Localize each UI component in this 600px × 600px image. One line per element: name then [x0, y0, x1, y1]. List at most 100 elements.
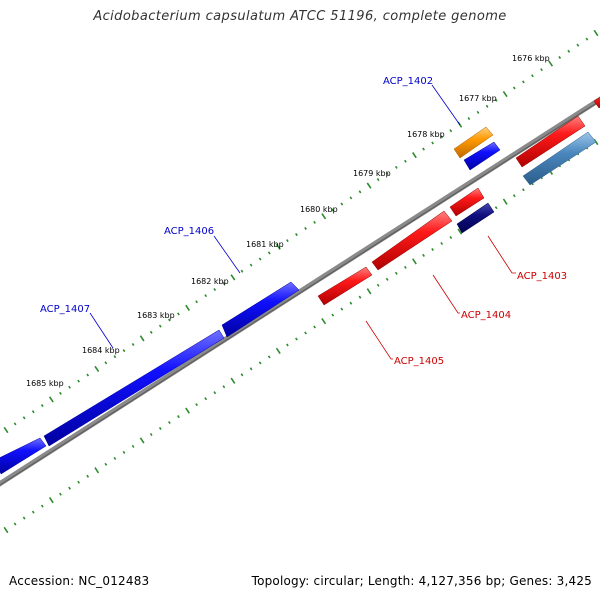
gene-red-edge-shape[interactable] — [593, 94, 600, 109]
minor-tick — [158, 426, 162, 431]
minor-tick — [104, 361, 108, 365]
minor-tick — [59, 391, 62, 395]
gene-ACP_1406-lower-shape[interactable] — [43, 329, 225, 447]
major-tick — [48, 497, 54, 504]
minor-tick — [249, 263, 253, 267]
gene-label-ACP_1402[interactable]: ACP_1402 — [383, 76, 433, 87]
minor-tick — [376, 283, 380, 287]
gene-label-ACP_1404[interactable]: ACP_1404 — [461, 310, 511, 321]
major-tick — [94, 365, 100, 373]
ruler-label: 1678 kbp — [407, 130, 445, 139]
minor-tick — [376, 178, 380, 182]
minor-tick — [40, 504, 44, 508]
minor-tick — [86, 474, 90, 478]
gene-label-ACP_1405[interactable]: ACP_1405 — [394, 356, 444, 367]
minor-tick — [440, 135, 444, 139]
minor-tick — [494, 206, 498, 210]
minor-tick — [267, 355, 271, 359]
minor-tick — [40, 404, 44, 408]
ruler-label: 1676 kbp — [512, 54, 550, 63]
major-tick — [412, 258, 417, 265]
minor-tick — [31, 410, 35, 414]
minor-tick — [385, 171, 389, 176]
minor-tick — [394, 165, 398, 169]
minor-tick — [168, 318, 171, 322]
ruler-label: 1684 kbp — [82, 346, 120, 355]
minor-tick — [177, 312, 180, 316]
gene-blue-small-shape[interactable] — [463, 141, 501, 171]
minor-tick — [295, 337, 298, 341]
topology-summary: Topology: circular; Length: 4,127,356 bp… — [251, 574, 592, 588]
minor-tick — [86, 373, 90, 377]
minor-tick — [540, 68, 543, 72]
minor-tick — [286, 343, 289, 347]
ruler-label: 1682 kbp — [191, 277, 229, 286]
minor-tick — [68, 385, 71, 389]
major-tick — [230, 274, 236, 281]
gene-ACP_1406-upper-shape[interactable] — [221, 281, 300, 338]
minor-tick — [77, 480, 80, 484]
gene-red-upper-shape[interactable] — [515, 115, 586, 168]
major-tick — [275, 347, 281, 355]
minor-tick — [68, 486, 71, 490]
minor-tick — [222, 281, 226, 285]
minor-tick — [404, 265, 407, 269]
gene-ACP_1404-shape[interactable] — [371, 210, 453, 271]
minor-tick — [240, 269, 244, 273]
gene-ACP_1402-shape[interactable] — [453, 126, 494, 159]
minor-tick — [313, 220, 316, 224]
minor-tick — [340, 307, 344, 311]
genome-backbone-shade — [0, 100, 600, 486]
minor-tick — [149, 330, 153, 334]
minor-tick — [304, 331, 307, 335]
leader-line-ACP_1403 — [487, 235, 516, 274]
minor-tick — [531, 74, 534, 78]
ruler-label: 1685 kbp — [26, 379, 64, 388]
minor-tick — [449, 235, 453, 240]
gene-label-ACP_1403[interactable]: ACP_1403 — [517, 271, 567, 282]
minor-tick — [122, 450, 126, 454]
ruler-label: 1683 kbp — [137, 311, 175, 320]
leader-line-ACP_1402 — [431, 84, 461, 126]
minor-tick — [512, 194, 516, 198]
minor-tick — [122, 349, 126, 353]
major-tick — [366, 288, 372, 295]
gene-label-ACP_1407[interactable]: ACP_1407 — [40, 304, 90, 315]
minor-tick — [304, 226, 307, 230]
gene-label-ACP_1406[interactable]: ACP_1406 — [164, 226, 214, 237]
minor-tick — [195, 300, 198, 304]
minor-tick — [422, 253, 425, 257]
gene-navy-shape[interactable] — [456, 202, 495, 234]
minor-tick — [59, 492, 62, 496]
minor-tick — [77, 379, 80, 383]
minor-tick — [13, 522, 17, 526]
inner-tick-marks — [3, 138, 599, 534]
gene-steelblue-shape[interactable] — [522, 131, 597, 186]
gene-labels: ACP_1402 ACP_1406 ACP_1407 ACP_1403 ACP_… — [40, 76, 567, 367]
minor-tick — [431, 141, 434, 145]
map-title: Acidobacterium capsulatum ATCC 51196, co… — [93, 9, 507, 24]
accession-text: Accession: NC_012483 — [9, 574, 150, 588]
leader-line-ACP_1404 — [432, 274, 460, 314]
minor-tick — [349, 301, 353, 305]
minor-tick — [31, 510, 35, 514]
major-tick — [502, 198, 508, 205]
minor-tick — [131, 342, 135, 347]
major-tick — [3, 526, 9, 534]
major-tick — [185, 407, 190, 414]
minor-tick — [522, 80, 525, 84]
major-tick — [548, 60, 554, 67]
minor-tick — [331, 313, 335, 317]
minor-tick — [113, 355, 117, 359]
minor-tick — [431, 247, 434, 251]
minor-tick — [522, 188, 525, 192]
major-tick — [48, 396, 54, 403]
gene-ACP_1403-shape[interactable] — [449, 187, 485, 217]
gene-ACP_1405-shape[interactable] — [317, 266, 373, 306]
gene-ACP_1407-shape[interactable] — [0, 437, 47, 475]
major-tick — [502, 90, 508, 98]
major-tick — [366, 182, 372, 189]
minor-tick — [104, 462, 108, 466]
minor-tick — [567, 49, 571, 53]
minor-tick — [585, 37, 589, 41]
